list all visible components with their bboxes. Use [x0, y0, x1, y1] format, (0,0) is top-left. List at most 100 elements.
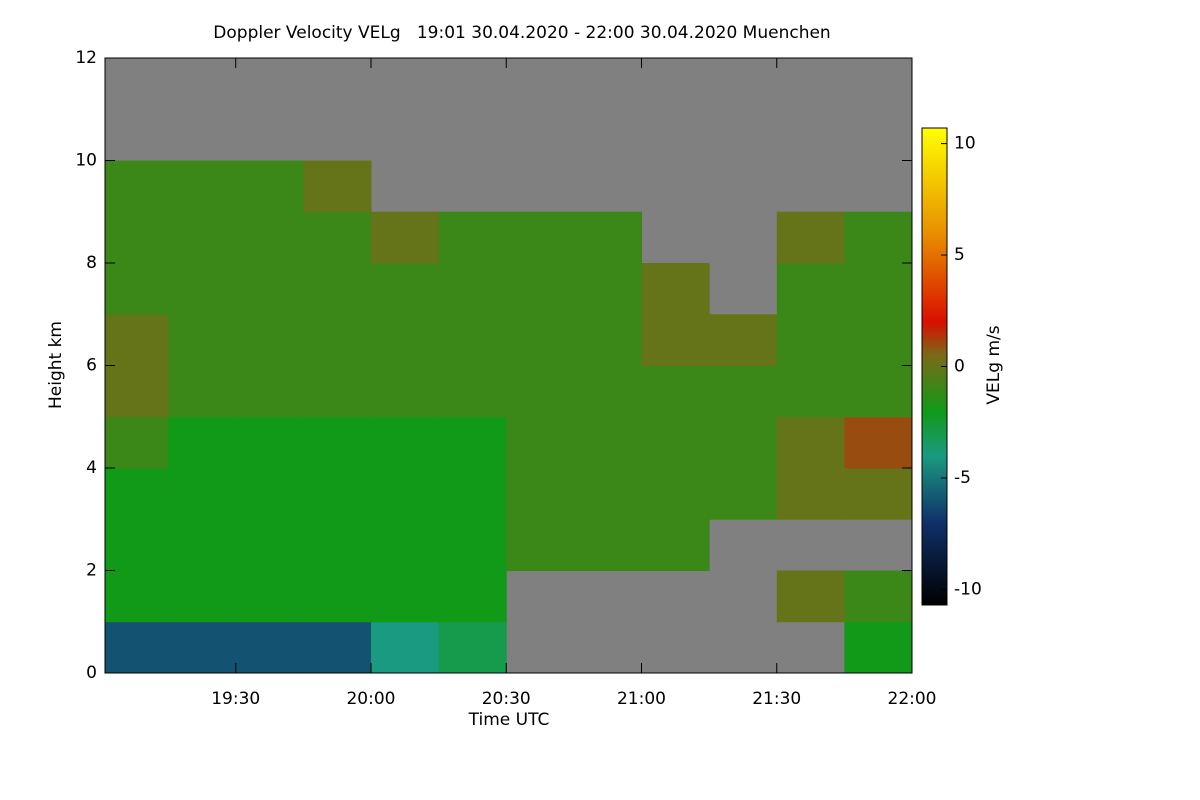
heatmap-cell	[506, 211, 575, 264]
heatmap-cell	[168, 263, 237, 315]
heatmap-cell	[168, 621, 237, 674]
heatmap-cell	[573, 211, 642, 264]
x-tick-label: 20:30	[482, 689, 531, 709]
heatmap-cell	[776, 314, 845, 366]
heatmap-cell	[438, 365, 507, 418]
y-tick-label: 12	[75, 48, 97, 68]
heatmap-cell	[438, 211, 507, 264]
y-tick-label: 10	[75, 151, 97, 171]
heatmap-cell	[370, 263, 440, 315]
heatmap-cell	[370, 211, 440, 264]
heatmap-cell	[370, 365, 440, 418]
y-tick-label: 0	[86, 663, 97, 683]
x-tick-label: 20:00	[346, 689, 395, 709]
heatmap-cell	[709, 314, 778, 366]
heatmap-cell	[641, 416, 710, 469]
heatmap-cell	[641, 314, 710, 366]
x-axis-label: Time UTC	[468, 710, 550, 730]
heatmap-cell	[370, 416, 440, 469]
heatmap-cell	[168, 365, 237, 418]
heatmap-cell	[235, 570, 304, 623]
heatmap-cell	[303, 570, 372, 623]
heatmap-cell	[506, 519, 575, 571]
y-axis-label: Height km	[46, 321, 66, 409]
heatmap-cell	[573, 519, 642, 571]
heatmap-cell	[105, 621, 169, 674]
heatmap-cell	[235, 263, 304, 315]
heatmap-cell	[573, 365, 642, 418]
heatmap-cell	[709, 365, 778, 418]
heatmap-cell	[235, 160, 304, 213]
heatmap-cell	[709, 468, 778, 520]
y-tick-label: 8	[86, 253, 97, 273]
heatmap-cell	[776, 416, 845, 469]
colorbar-tick-label: 0	[954, 357, 965, 377]
heatmap-cell	[105, 314, 169, 366]
heatmap-cell	[303, 468, 372, 520]
heatmap-cell	[105, 570, 169, 623]
heatmap-cell	[776, 211, 845, 264]
heatmap-cell	[506, 314, 575, 366]
heatmap-cell	[370, 621, 440, 674]
heatmap-cell	[235, 314, 304, 366]
colorbar-tick-label: -10	[954, 579, 982, 599]
heatmap-cell	[573, 416, 642, 469]
heatmap-cell	[235, 416, 304, 469]
heatmap-cell	[506, 365, 575, 418]
heatmap-cell	[370, 468, 440, 520]
heatmap-cell	[303, 519, 372, 571]
y-tick-label: 4	[86, 458, 97, 478]
heatmap-cell	[105, 519, 169, 571]
heatmap-cell	[506, 263, 575, 315]
heatmap-cell	[776, 570, 845, 623]
heatmap-cell	[168, 211, 237, 264]
heatmap-cell	[438, 468, 507, 520]
heatmap-cell	[844, 365, 913, 418]
y-tick-label: 6	[86, 356, 97, 376]
heatmap-cell	[844, 263, 913, 315]
heatmap-cell	[844, 468, 913, 520]
heatmap-cell	[235, 211, 304, 264]
heatmap-cell	[438, 314, 507, 366]
heatmap-cell	[641, 365, 710, 418]
x-tick-label: 19:30	[211, 689, 260, 709]
heatmap-cell	[438, 263, 507, 315]
heatmap-cell	[105, 416, 169, 469]
heatmap-cell	[105, 160, 169, 213]
heatmap-cell	[235, 468, 304, 520]
heatmap-cell	[235, 621, 304, 674]
heatmap-cell	[573, 314, 642, 366]
heatmap-cell	[438, 416, 507, 469]
heatmap-cell	[235, 365, 304, 418]
heatmap-cell	[168, 314, 237, 366]
colorbar-tick-label: 10	[954, 134, 976, 154]
x-tick-label: 22:00	[888, 689, 937, 709]
heatmap-cell	[235, 519, 304, 571]
heatmap-cell	[303, 621, 372, 674]
x-tick-label: 21:30	[752, 689, 801, 709]
heatmap-cell	[105, 365, 169, 418]
heatmap-cell	[641, 519, 710, 571]
heatmap-cell	[105, 211, 169, 264]
heatmap-cell	[641, 263, 710, 315]
heatmap-cell	[844, 621, 913, 674]
heatmap-cell	[506, 416, 575, 469]
heatmap-cell	[105, 468, 169, 520]
heatmap-cell	[844, 416, 913, 469]
heatmap-cell	[573, 468, 642, 520]
heatmap-cell	[844, 570, 913, 623]
colorbar-tick-label: 5	[954, 245, 965, 265]
heatmap-cell	[168, 416, 237, 469]
heatmap-cell	[303, 416, 372, 469]
heatmap-cell	[370, 519, 440, 571]
y-tick-label: 2	[86, 561, 97, 581]
heatmap-cell	[438, 621, 507, 674]
heatmap-cell	[844, 211, 913, 264]
heatmap-cell	[438, 519, 507, 571]
heatmap-cell	[303, 263, 372, 315]
heatmap-cell	[844, 314, 913, 366]
chart-title: Doppler Velocity VELg 19:01 30.04.2020 -…	[213, 23, 830, 43]
heatmap-cell	[709, 416, 778, 469]
heatmap-cell	[370, 570, 440, 623]
